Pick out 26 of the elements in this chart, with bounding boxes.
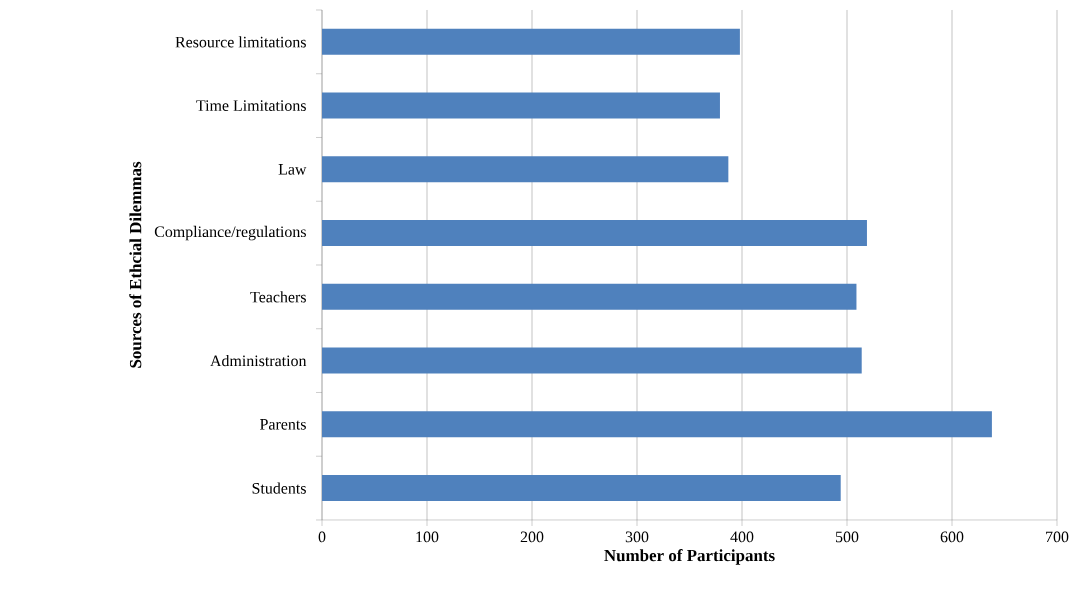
y-tick-label: Compliance/regulations [154, 225, 306, 241]
bar [322, 411, 992, 438]
y-tick-label: Students [252, 482, 306, 494]
x-axis-title: Number of Participants [604, 549, 775, 565]
x-tick-label: 400 [730, 531, 754, 543]
x-tick-label: 0 [318, 531, 326, 543]
bar [322, 156, 729, 183]
bar [322, 28, 740, 55]
x-tick-label: 300 [625, 531, 649, 543]
bar [322, 92, 720, 119]
bar [322, 283, 857, 310]
x-tick-label: 200 [520, 531, 544, 543]
bar [322, 475, 841, 502]
bar [322, 347, 862, 374]
y-tick-label: Time Limitations [196, 100, 306, 111]
bar [322, 220, 867, 247]
y-tick-label: Administration [210, 355, 307, 367]
x-tick-label: 100 [416, 531, 439, 543]
x-tick-label: 700 [1046, 531, 1069, 543]
y-tick-label: Law [278, 164, 307, 175]
x-tick-label: 600 [940, 531, 964, 543]
y-tick-label: Parents [260, 419, 306, 430]
y-axis-title: Sources of Ethcial Dilemmas [129, 161, 142, 368]
y-tick-label: Resource limitations [175, 36, 306, 48]
x-tick-label: 500 [835, 531, 859, 543]
y-tick-label: Teachers [250, 291, 306, 303]
